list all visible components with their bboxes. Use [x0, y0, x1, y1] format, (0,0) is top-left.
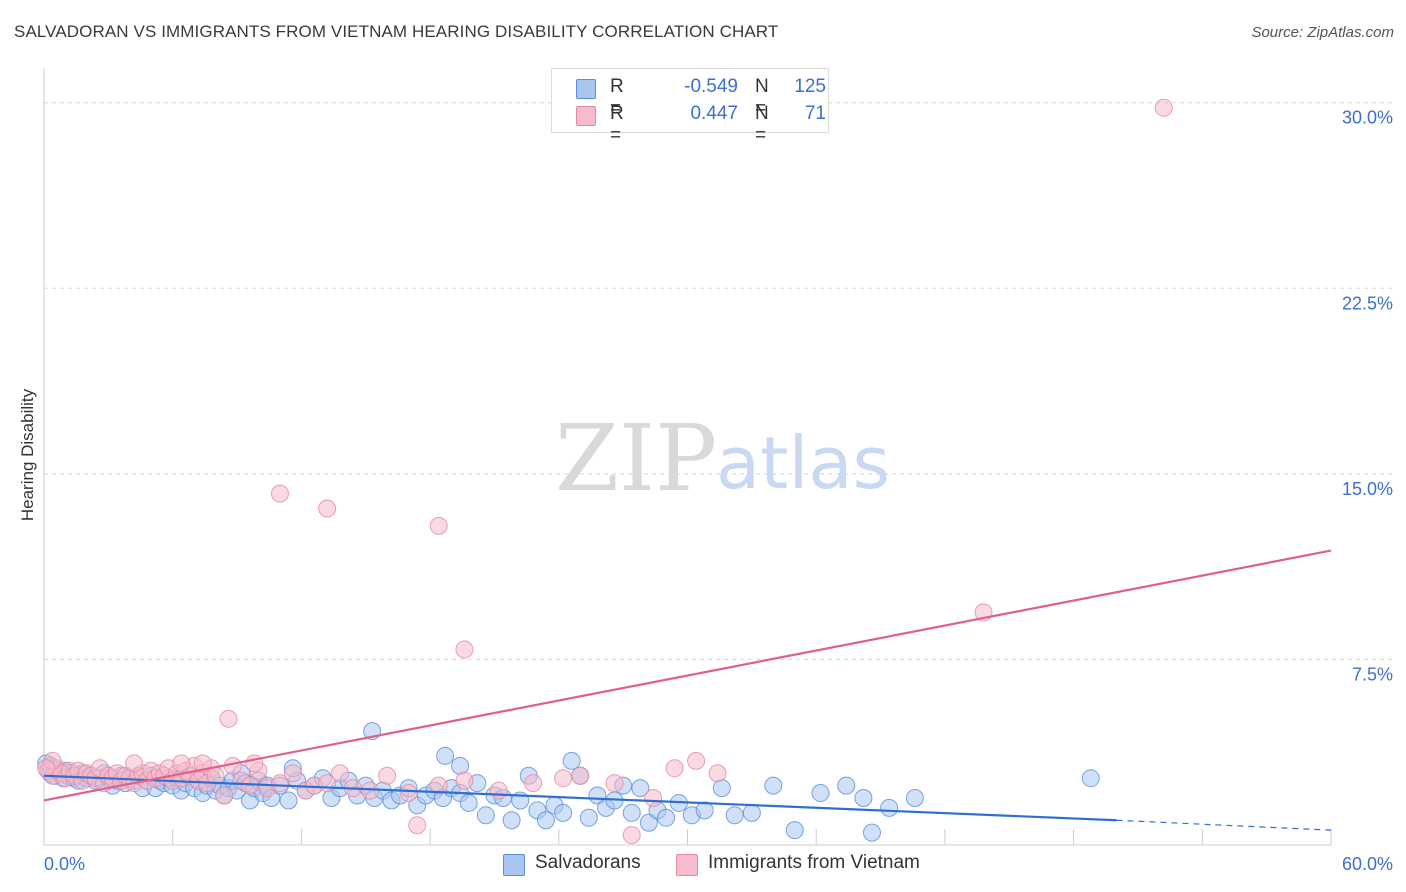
trend-line-extension — [1116, 819, 1332, 831]
data-point — [854, 788, 873, 807]
legend-r-value: -0.549 — [684, 76, 738, 97]
data-point — [708, 764, 727, 783]
y-axis-label: Hearing Disability — [18, 388, 37, 521]
data-point — [905, 788, 924, 807]
data-point — [451, 756, 470, 775]
watermark-zip: ZIP — [555, 405, 717, 512]
chart-source: Source: ZipAtlas.com — [1251, 24, 1394, 41]
data-point — [695, 801, 714, 820]
data-point — [687, 751, 706, 770]
data-point — [172, 754, 191, 773]
data-point — [657, 808, 676, 827]
data-point — [554, 769, 573, 788]
data-point — [125, 754, 144, 773]
data-point — [1081, 769, 1100, 788]
y-tick-labels: 7.5% 15.0% 22.5% 30.0% — [1342, 108, 1393, 685]
data-point — [399, 784, 418, 803]
data-point — [571, 766, 590, 785]
legend-r-label: R = — [610, 103, 624, 146]
x-tick-label: 0.0% — [44, 854, 85, 874]
data-point — [215, 786, 234, 805]
data-point — [270, 484, 289, 503]
chart-title: SALVADORAN VS IMMIGRANTS FROM VIETNAM HE… — [14, 22, 779, 41]
data-point — [436, 746, 455, 765]
bottom-legend-label: Salvadorans — [535, 852, 641, 873]
data-point — [622, 826, 641, 845]
y-tick-label: 30.0% — [1342, 108, 1393, 128]
data-point — [331, 764, 350, 783]
data-point — [631, 779, 650, 798]
data-point — [378, 766, 397, 785]
data-point — [476, 806, 495, 825]
x-tick-labels: 0.0% 60.0% — [44, 854, 1393, 874]
data-point — [37, 759, 56, 778]
data-point — [536, 811, 555, 830]
data-point — [459, 793, 478, 812]
data-point — [665, 759, 684, 778]
data-point — [644, 788, 663, 807]
data-point — [429, 516, 448, 535]
data-point — [283, 764, 302, 783]
y-tick-label: 15.0% — [1342, 479, 1393, 499]
grid-lines — [44, 102, 1393, 660]
watermark: ZIP atlas — [555, 405, 890, 512]
data-point — [318, 499, 337, 518]
data-point — [862, 823, 881, 842]
stats-legend: R = -0.549 N = 125 R = 0.447 N = 71 — [551, 68, 829, 146]
y-tick-label: 22.5% — [1342, 293, 1393, 313]
data-point — [524, 774, 543, 793]
bottom-legend-swatch-pink — [676, 854, 698, 876]
data-point — [725, 806, 744, 825]
data-point — [270, 774, 289, 793]
legend-n-value: 71 — [804, 103, 826, 124]
trend-line — [43, 549, 1332, 802]
y-tick-label: 7.5% — [1352, 664, 1393, 684]
data-point — [639, 813, 658, 832]
data-point — [785, 821, 804, 840]
data-point — [742, 803, 761, 822]
data-point — [579, 808, 598, 827]
legend-swatch-pink — [576, 106, 596, 126]
data-point — [279, 791, 298, 810]
data-point — [429, 776, 448, 795]
data-point — [562, 751, 581, 770]
data-point — [219, 709, 238, 728]
bottom-legend-label: Immigrants from Vietnam — [708, 852, 920, 873]
data-point — [764, 776, 783, 795]
trend-lines — [43, 549, 1332, 831]
legend-r-label: R = — [610, 76, 624, 119]
data-point — [193, 754, 212, 773]
data-point — [837, 776, 856, 795]
data-point — [455, 640, 474, 659]
data-point — [408, 816, 427, 835]
data-point — [554, 803, 573, 822]
legend-swatch-blue — [576, 79, 596, 99]
axes — [43, 68, 1332, 846]
x-tick-label: 60.0% — [1342, 854, 1393, 874]
data-point — [502, 811, 521, 830]
legend-n-label: N = — [755, 103, 769, 146]
bottom-legend-swatch-blue — [503, 854, 525, 876]
data-point — [1154, 98, 1173, 117]
data-point — [811, 784, 830, 803]
data-point — [605, 774, 624, 793]
data-point — [712, 779, 731, 798]
watermark-atlas: atlas — [716, 421, 890, 505]
legend-n-label: N = — [755, 76, 769, 119]
data-point — [880, 798, 899, 817]
legend-r-value: 0.447 — [690, 103, 738, 124]
trend-line — [43, 774, 1117, 822]
data-point — [455, 771, 474, 790]
data-point — [489, 781, 508, 800]
legend-n-value: 125 — [794, 76, 826, 97]
data-point — [622, 803, 641, 822]
